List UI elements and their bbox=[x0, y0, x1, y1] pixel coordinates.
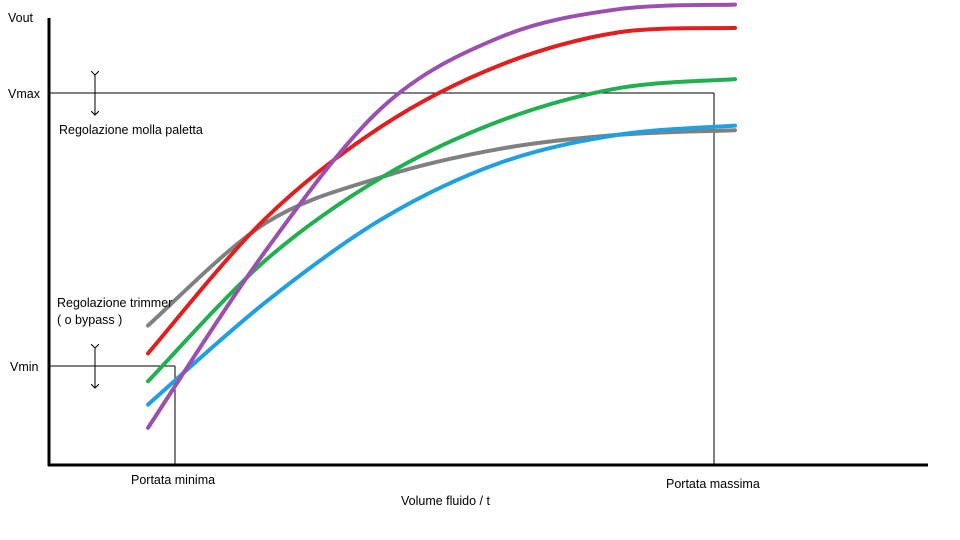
trimmer-adjust-label: Regolazione trimmer bbox=[57, 296, 172, 310]
red-curve bbox=[146, 25, 737, 356]
spring-adjust-label: Regolazione molla paletta bbox=[59, 123, 203, 137]
vmin-label: Vmin bbox=[10, 360, 39, 374]
reference-lines bbox=[50, 92, 715, 465]
curves bbox=[146, 2, 737, 430]
green-curve bbox=[146, 77, 737, 384]
purple-curve bbox=[146, 2, 737, 430]
portata-minima-label: Portata minima bbox=[131, 473, 215, 487]
y-axis-label: Vout bbox=[8, 11, 34, 25]
bypass-label: ( o bypass ) bbox=[57, 313, 122, 327]
x-axis-label: Volume fluido / t bbox=[401, 494, 490, 508]
vmax-label: Vmax bbox=[8, 87, 41, 101]
blue-curve bbox=[146, 123, 737, 407]
portata-massima-label: Portata massima bbox=[666, 477, 760, 491]
